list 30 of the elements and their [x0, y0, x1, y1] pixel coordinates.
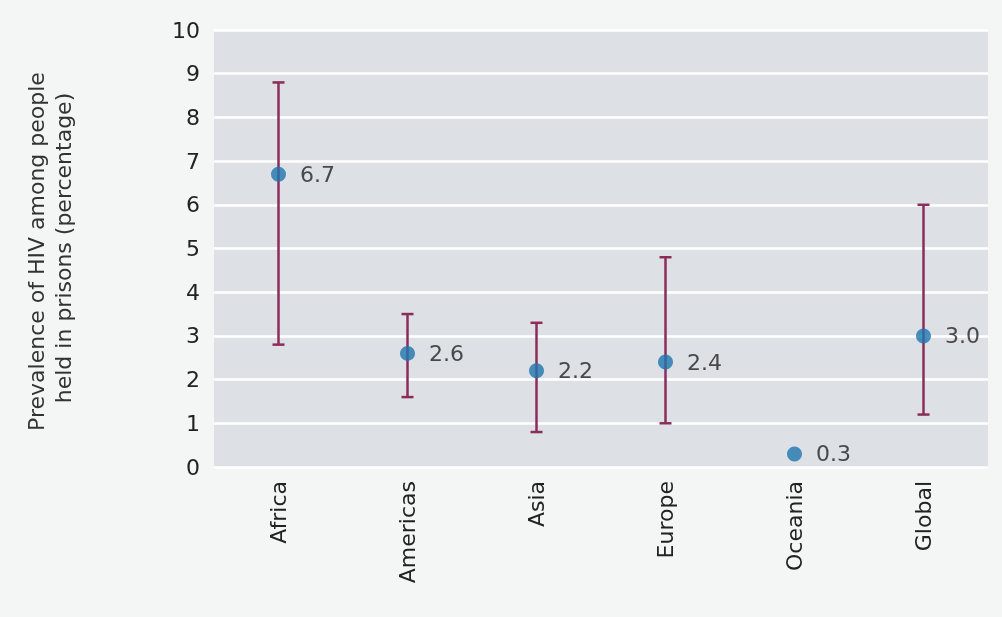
y-tick-label: 10 — [172, 17, 200, 43]
x-tick-label: Global — [911, 481, 936, 552]
y-tick-label: 3 — [186, 323, 200, 349]
point — [787, 446, 802, 462]
data-label: 6.7 — [300, 161, 335, 187]
y-tick-label: 1 — [186, 410, 200, 436]
point — [400, 345, 415, 361]
data-label: 2.2 — [558, 358, 593, 384]
point — [916, 328, 931, 344]
y-tick-label: 5 — [186, 236, 200, 261]
data-label: 2.6 — [429, 340, 464, 366]
y-tick-label: 2 — [186, 367, 200, 393]
point — [271, 166, 286, 182]
y-tick-label: 6 — [186, 192, 200, 218]
y-tick-label: 9 — [186, 61, 200, 87]
y-tick-label: 8 — [186, 104, 200, 130]
x-tick-label: Oceania — [782, 481, 807, 571]
data-label: 2.4 — [687, 349, 722, 375]
point — [658, 354, 673, 370]
data-label: 3.0 — [945, 323, 980, 349]
x-tick-label: Europe — [653, 481, 678, 559]
x-tick-label: Africa — [266, 481, 291, 544]
y-axis-title: Prevalence of HIV among people held in prisons (percentage) — [24, 65, 76, 431]
y-tick-label: 7 — [186, 148, 200, 174]
y-tick-label: 0 — [186, 454, 200, 480]
y-tick-label: 4 — [186, 279, 200, 305]
x-tick-label: Americas — [395, 481, 420, 584]
data-label: 0.3 — [816, 441, 851, 467]
x-tick-label: Asia — [524, 481, 549, 528]
point — [529, 363, 544, 379]
